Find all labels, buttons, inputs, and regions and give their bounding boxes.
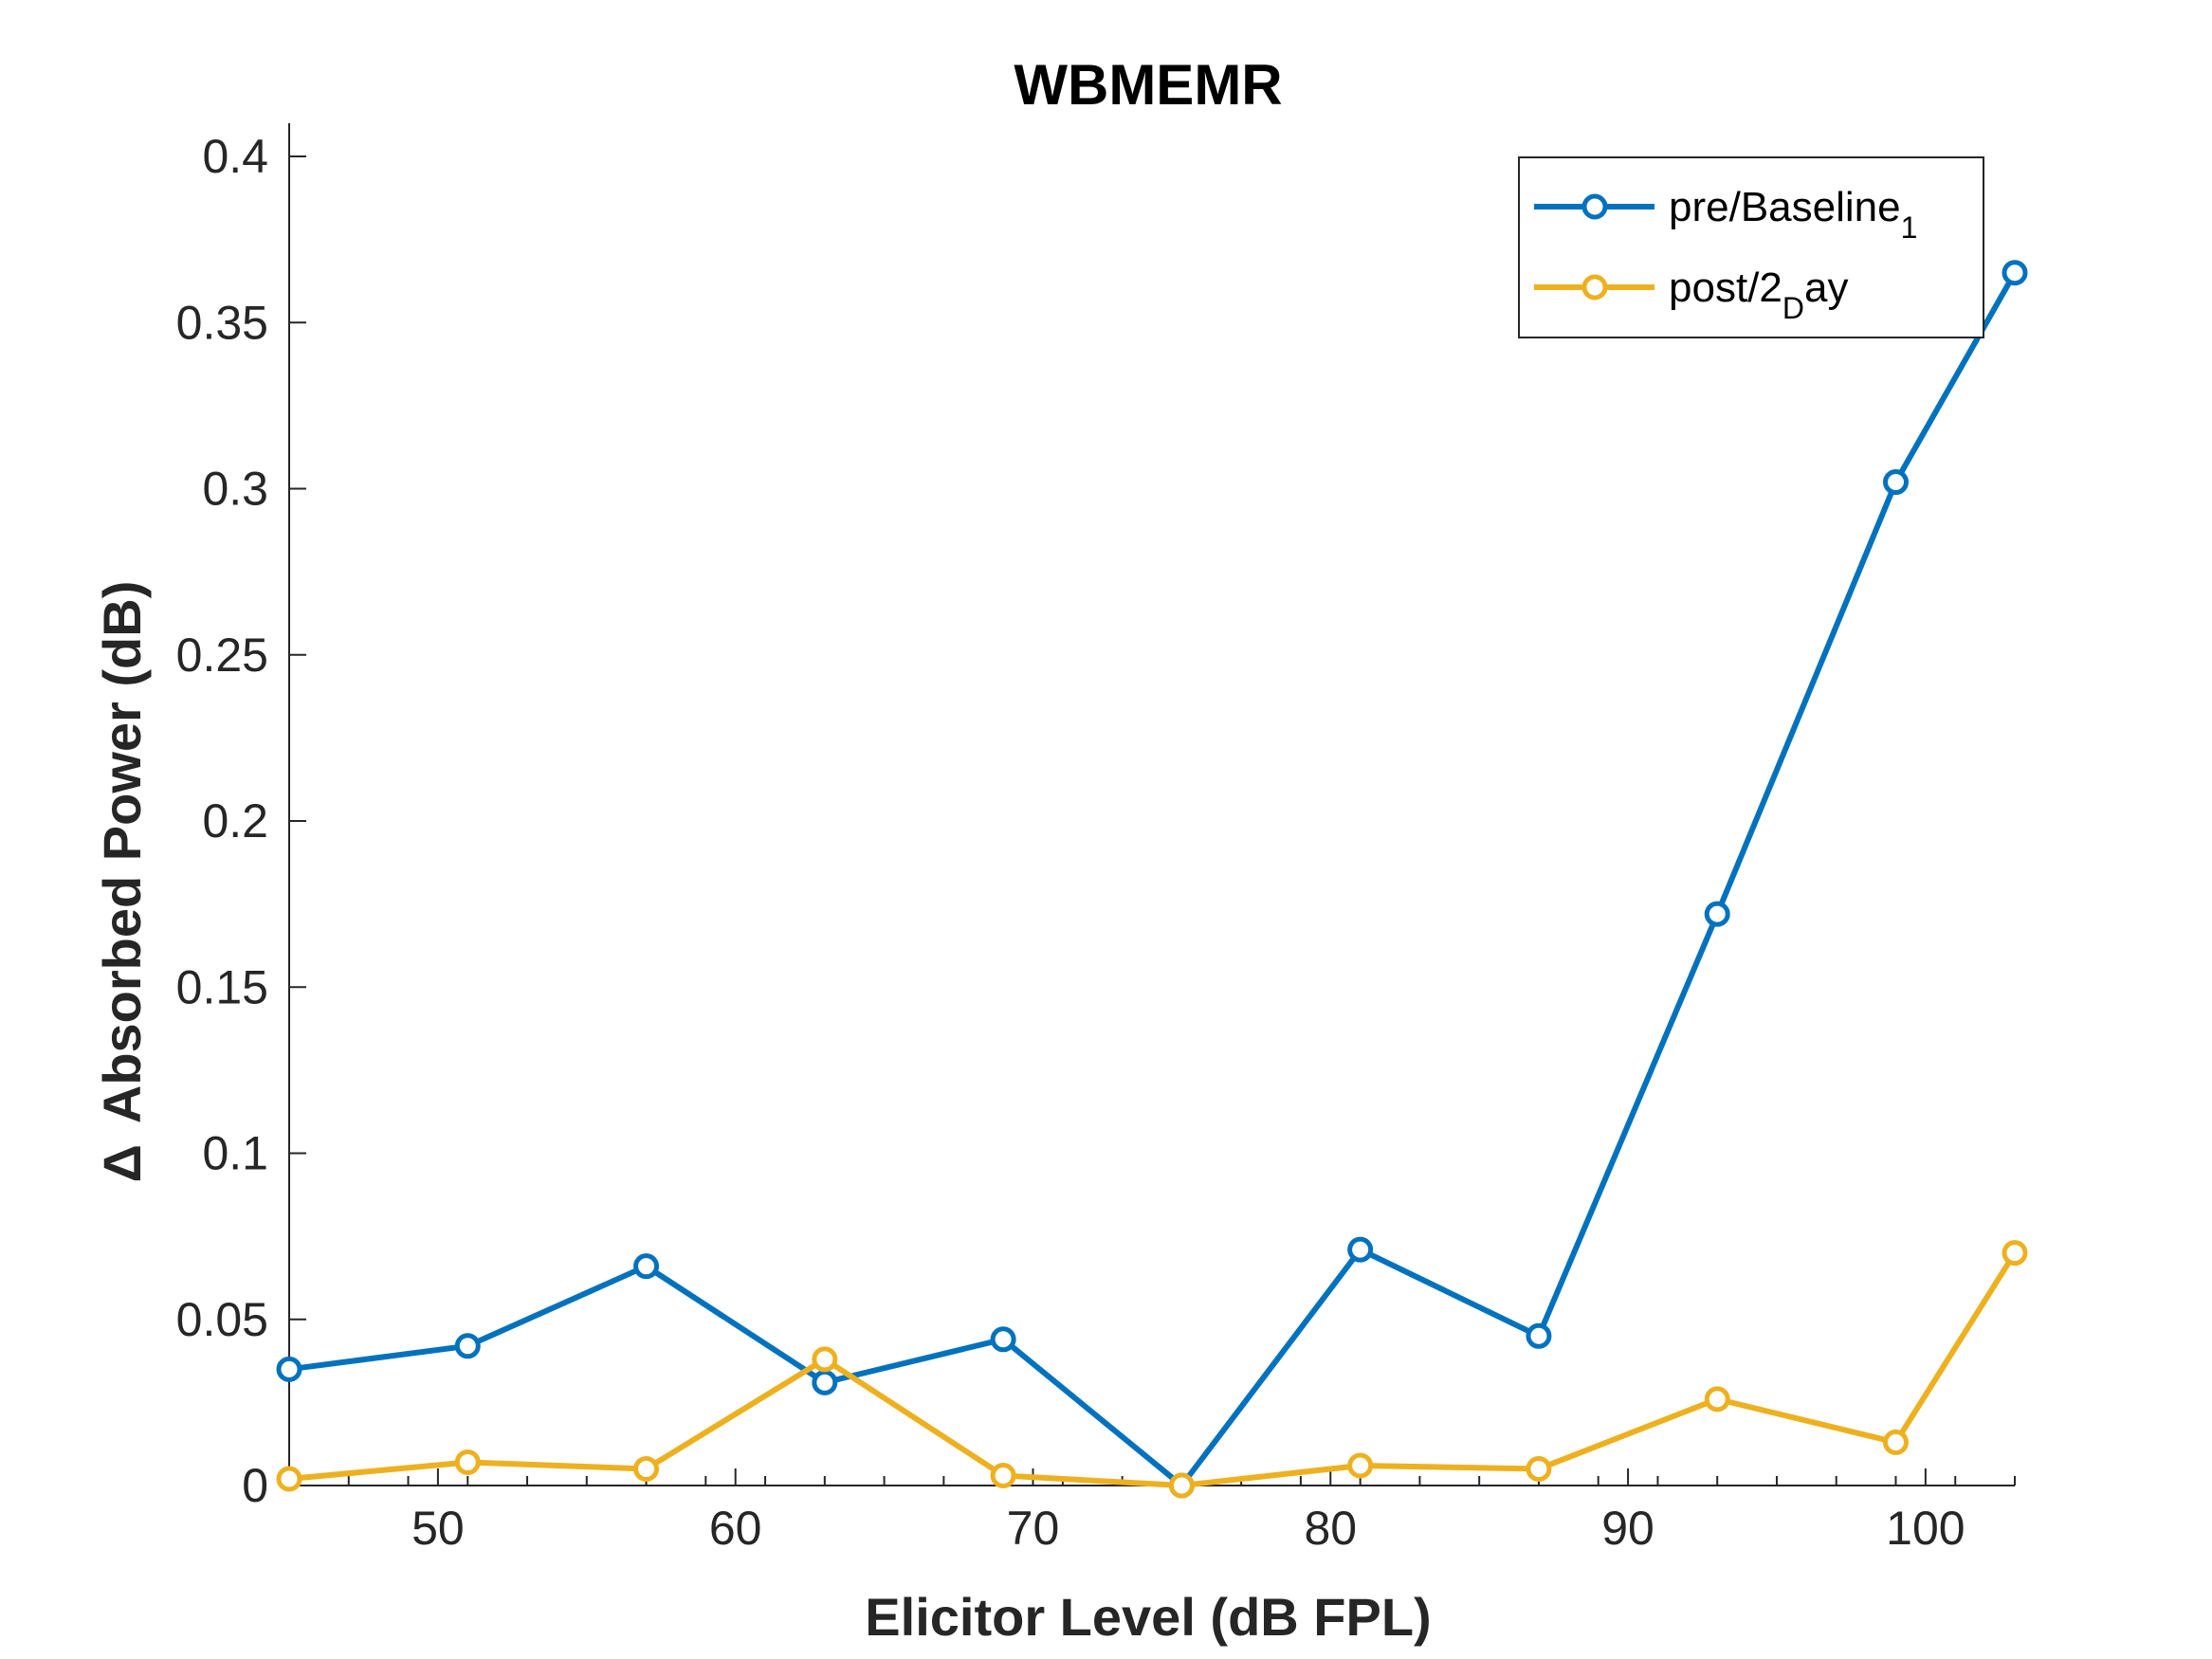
y-axis-label: Δ Absorbed Power (dB)	[92, 581, 152, 1183]
y-tick-label: 0.25	[176, 629, 268, 682]
data-point	[990, 1326, 1016, 1353]
data-point	[1347, 1236, 1374, 1263]
x-tick-label: 50	[411, 1502, 465, 1555]
series-line	[288, 271, 2018, 1488]
y-axis-ticks: 0 0.05 0.1 0.15 0.2 0.25 0.3 0.35 0.4	[176, 130, 306, 1512]
data-point	[1526, 1455, 1552, 1482]
y-tick-label: 0.2	[202, 794, 268, 848]
y-tick-label: 0	[242, 1459, 268, 1512]
series-1	[276, 260, 2028, 1499]
legend-marker	[1581, 274, 1608, 301]
data-point	[633, 1455, 660, 1482]
legend-label: post/2Day	[1669, 264, 1848, 325]
data-point	[1168, 1472, 1195, 1499]
delta-symbol: Δ	[92, 1144, 152, 1182]
legend-item-2: post/2Day	[1534, 264, 1848, 325]
data-point	[2002, 260, 2028, 286]
data-point	[1704, 901, 1730, 927]
legend: pre/Baseline1 post/2Day	[1518, 156, 1984, 338]
data-point	[1882, 1429, 1909, 1455]
data-point	[454, 1449, 481, 1475]
y-tick-label: 0.15	[176, 960, 268, 1013]
data-point	[1704, 1386, 1730, 1413]
data-point	[2002, 1240, 2028, 1267]
y-tick-label: 0.4	[202, 130, 268, 183]
data-point	[1347, 1452, 1374, 1479]
data-point	[633, 1253, 660, 1280]
data-point	[1526, 1322, 1552, 1349]
data-point	[454, 1333, 481, 1359]
x-tick-label: 90	[1601, 1502, 1654, 1555]
x-tick-label: 60	[709, 1502, 762, 1555]
legend-box	[1518, 156, 1984, 338]
legend-label: pre/Baseline1	[1669, 184, 1917, 245]
x-tick-label: 100	[1886, 1502, 1965, 1555]
chart-title: WBMEMR	[1014, 53, 1282, 117]
y-tick-label: 0.05	[176, 1293, 268, 1346]
series-line	[288, 1251, 2018, 1488]
data-point	[276, 1466, 302, 1492]
legend-marker	[1581, 193, 1608, 220]
y-tick-label: 0.1	[202, 1127, 268, 1180]
x-tick-label: 80	[1304, 1502, 1357, 1555]
x-tick-label: 70	[1007, 1502, 1060, 1555]
data-point	[276, 1356, 302, 1382]
y-axis-label-text: Absorbed Power (dB)	[92, 581, 152, 1123]
series-2	[276, 1240, 2028, 1499]
data-point	[1882, 469, 1909, 496]
legend-item-1: pre/Baseline1	[1534, 184, 1917, 245]
x-axis-ticks: 50 60 70 80 90 100	[288, 1468, 2016, 1555]
series-layer	[276, 260, 2028, 1499]
data-point	[990, 1462, 1016, 1488]
data-point	[812, 1369, 838, 1395]
x-axis-label: Elicitor Level (dB FPL)	[865, 1587, 1431, 1647]
data-point	[812, 1346, 838, 1373]
y-tick-label: 0.35	[176, 296, 268, 349]
y-tick-label: 0.3	[202, 463, 268, 516]
